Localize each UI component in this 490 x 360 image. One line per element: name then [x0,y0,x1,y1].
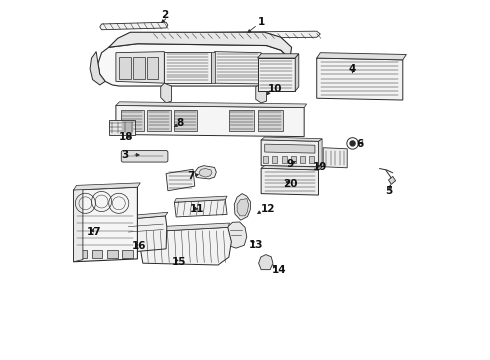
Polygon shape [291,156,295,163]
Polygon shape [116,102,307,108]
Polygon shape [199,168,212,177]
Text: 17: 17 [87,227,102,237]
Polygon shape [121,110,144,131]
Polygon shape [124,212,168,220]
Polygon shape [122,250,133,258]
Polygon shape [258,110,283,131]
Polygon shape [109,120,135,135]
Polygon shape [317,58,403,100]
Polygon shape [215,51,261,84]
Polygon shape [74,187,137,262]
FancyBboxPatch shape [122,150,168,162]
Polygon shape [147,57,158,78]
Text: 4: 4 [349,64,356,74]
Polygon shape [195,166,216,179]
Polygon shape [272,156,277,163]
Text: 19: 19 [313,162,327,172]
Text: 16: 16 [132,241,147,251]
Polygon shape [100,22,168,30]
Polygon shape [107,250,118,258]
Polygon shape [211,51,215,83]
Text: 20: 20 [283,179,297,189]
Polygon shape [116,105,304,136]
Text: 10: 10 [269,84,283,94]
Polygon shape [237,199,248,216]
Text: 11: 11 [190,204,204,214]
Polygon shape [90,51,105,85]
Polygon shape [261,140,318,167]
Text: 3: 3 [122,150,128,160]
Polygon shape [259,255,273,270]
Polygon shape [76,250,87,258]
Polygon shape [225,222,247,248]
Polygon shape [133,57,145,78]
Polygon shape [74,188,83,262]
Polygon shape [174,200,227,217]
Polygon shape [261,137,322,141]
Polygon shape [92,250,102,258]
Polygon shape [116,51,164,83]
Text: 6: 6 [356,139,364,149]
Polygon shape [109,32,292,59]
Polygon shape [147,110,171,131]
Text: 7: 7 [188,171,195,181]
Polygon shape [261,166,322,170]
Text: 5: 5 [385,186,392,196]
Polygon shape [229,110,254,131]
Text: 1: 1 [258,17,265,27]
Polygon shape [258,58,295,91]
Polygon shape [161,83,171,103]
Polygon shape [166,169,195,191]
Polygon shape [120,57,131,78]
Polygon shape [323,148,347,168]
Polygon shape [98,44,292,86]
Polygon shape [234,194,250,220]
Polygon shape [265,144,315,153]
Polygon shape [258,54,299,58]
Polygon shape [143,223,230,232]
Polygon shape [282,156,287,163]
Text: 2: 2 [161,10,168,20]
Polygon shape [318,139,322,167]
Polygon shape [174,110,197,131]
Polygon shape [263,156,269,163]
Text: 15: 15 [172,257,186,267]
Polygon shape [164,51,211,83]
Text: 14: 14 [272,265,287,275]
Polygon shape [150,31,320,39]
Text: 8: 8 [177,118,184,128]
Text: 9: 9 [286,159,294,169]
Polygon shape [261,168,318,195]
Text: 13: 13 [248,239,263,249]
Text: 18: 18 [119,132,133,142]
Circle shape [350,141,355,146]
Polygon shape [389,176,395,184]
Polygon shape [256,84,267,103]
Text: 12: 12 [261,204,276,214]
Polygon shape [317,53,406,60]
Polygon shape [300,156,305,163]
Polygon shape [174,196,227,202]
Polygon shape [295,54,299,91]
Polygon shape [124,216,167,252]
Polygon shape [309,156,314,163]
Polygon shape [74,183,140,190]
Polygon shape [140,227,231,265]
